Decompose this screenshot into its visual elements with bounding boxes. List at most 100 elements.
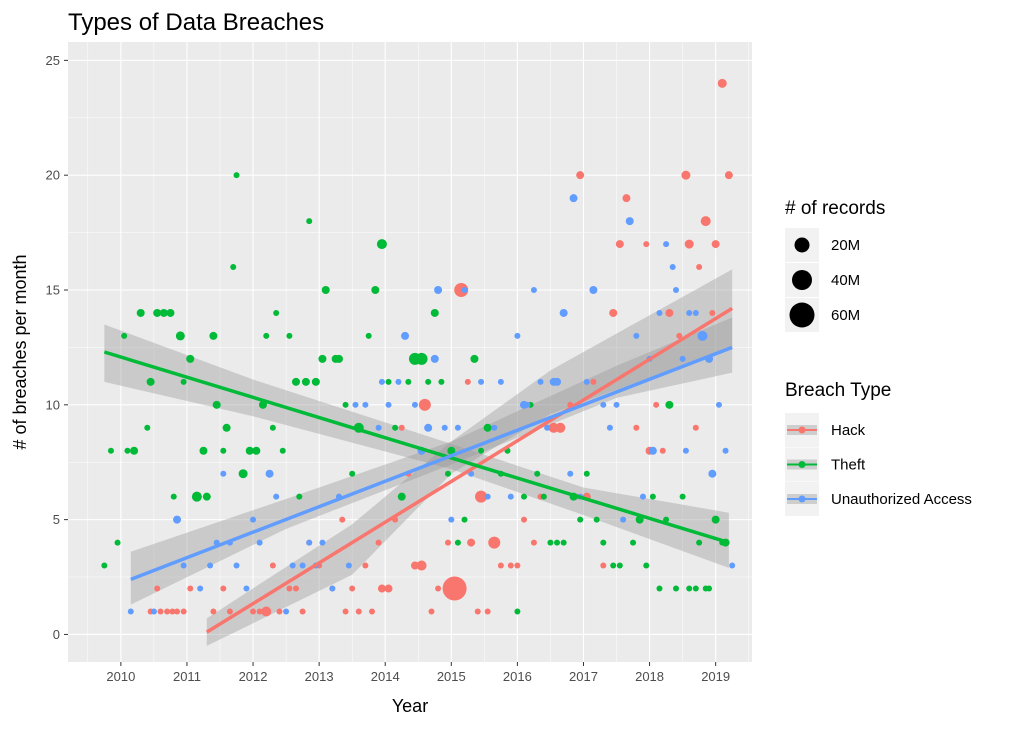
point-hack: [488, 536, 501, 549]
point-hack: [700, 216, 711, 227]
x-tick-label: 2014: [371, 669, 400, 684]
point-unauthorized-access: [441, 424, 448, 431]
trend-line-theft: [103, 350, 730, 545]
point-theft: [136, 308, 145, 317]
confidence-band-unauthorized-access: [130, 317, 733, 605]
point-theft: [593, 516, 600, 523]
point-unauthorized-access: [273, 493, 280, 500]
point-theft: [376, 239, 387, 250]
point-hack: [355, 608, 362, 615]
x-tick-label: 2017: [569, 669, 598, 684]
trend-lines: [103, 306, 734, 634]
point-theft: [665, 400, 674, 409]
point-hack: [665, 308, 674, 317]
point-hack: [467, 538, 476, 547]
point-hack: [507, 562, 514, 569]
point-theft: [144, 424, 151, 431]
point-theft: [696, 539, 703, 546]
point-unauthorized-access: [507, 493, 514, 500]
point-unauthorized-access: [530, 287, 537, 293]
point-theft: [212, 400, 221, 409]
point-theft: [600, 539, 607, 546]
point-hack: [724, 171, 733, 180]
point-hack: [384, 584, 393, 593]
point-theft: [153, 308, 162, 317]
point-unauthorized-access: [256, 539, 263, 546]
point-unauthorized-access: [589, 286, 598, 294]
point-theft: [286, 332, 293, 339]
point-hack: [256, 608, 263, 615]
point-hack: [615, 240, 624, 249]
point-theft: [385, 378, 392, 385]
point-hack: [692, 424, 699, 431]
point-theft: [430, 308, 439, 317]
point-hack: [717, 78, 727, 88]
point-unauthorized-access: [639, 493, 646, 500]
point-unauthorized-access: [559, 308, 568, 317]
point-theft: [534, 470, 541, 477]
point-theft: [273, 309, 280, 316]
point-unauthorized-access: [553, 377, 562, 386]
point-hack: [445, 539, 451, 546]
point-unauthorized-access: [329, 585, 336, 592]
point-hack: [362, 562, 369, 569]
point-unauthorized-access: [375, 424, 382, 431]
point-hack: [497, 562, 504, 569]
point-hack: [269, 562, 276, 569]
point-unauthorized-access: [385, 401, 392, 408]
x-tick-label: 2018: [635, 669, 664, 684]
point-unauthorized-access: [220, 470, 227, 477]
point-theft: [679, 493, 686, 500]
point-theft: [514, 608, 521, 615]
point-hack: [210, 608, 217, 615]
point-theft: [233, 172, 240, 179]
x-tick-label: 2019: [701, 669, 730, 684]
point-theft: [107, 447, 114, 454]
point-theft: [577, 516, 584, 523]
point-theft: [425, 378, 432, 385]
point-unauthorized-access: [722, 447, 729, 454]
x-tick-label: 2013: [305, 669, 334, 684]
point-theft: [220, 447, 227, 454]
point-theft: [175, 331, 185, 341]
point-unauthorized-access: [243, 585, 250, 592]
y-tick-label: 20: [46, 168, 60, 183]
point-theft: [209, 331, 218, 340]
color-legend-label: Unauthorized Access: [831, 491, 972, 508]
color-legend-symbol: [798, 426, 806, 434]
point-unauthorized-access: [250, 516, 257, 523]
point-theft: [547, 539, 554, 546]
point-theft: [306, 218, 313, 225]
point-unauthorized-access: [583, 378, 590, 385]
size-legend-symbol: [792, 270, 812, 290]
point-hack: [684, 239, 694, 249]
point-hack: [174, 608, 181, 615]
point-theft: [397, 492, 406, 501]
point-theft: [365, 332, 372, 339]
point-hack: [521, 516, 527, 523]
point-unauthorized-access: [424, 423, 433, 432]
point-unauthorized-access: [715, 401, 722, 408]
size-legend-title: # of records: [785, 198, 885, 219]
trend-line-hack: [205, 306, 734, 634]
point-hack: [622, 194, 631, 203]
point-hack: [276, 608, 283, 615]
point-theft: [318, 354, 327, 363]
x-axis-ticks: 2010 2011 2012 2013 2014 2015 2016 2017 2018 2019: [106, 662, 730, 684]
point-theft: [296, 493, 303, 500]
point-unauthorized-access: [127, 608, 134, 615]
point-theft: [191, 491, 202, 502]
point-unauthorized-access: [606, 424, 613, 431]
point-unauthorized-access: [673, 287, 679, 293]
point-theft: [180, 378, 187, 385]
point-theft: [673, 585, 679, 592]
point-unauthorized-access: [524, 401, 531, 408]
point-unauthorized-access: [697, 330, 708, 341]
point-theft: [114, 539, 121, 546]
point-hack: [299, 608, 306, 615]
point-hack: [369, 608, 375, 615]
point-unauthorized-access: [537, 378, 544, 385]
point-hack: [576, 171, 585, 180]
point-unauthorized-access: [362, 401, 369, 408]
point-theft: [371, 286, 380, 294]
